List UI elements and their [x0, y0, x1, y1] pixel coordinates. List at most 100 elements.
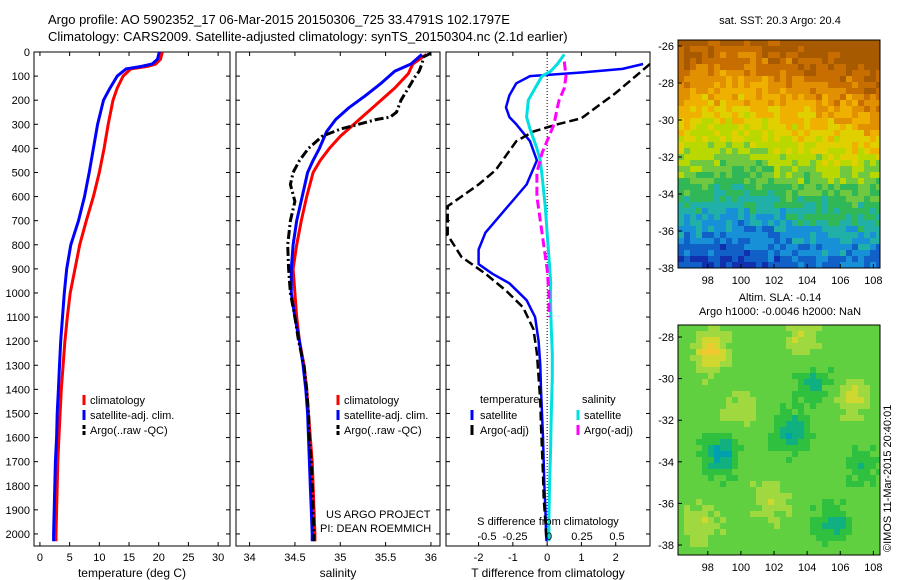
series-line-satellite-adj-clim-: [52, 52, 161, 542]
series-line-satellite-adj-clim-: [289, 53, 423, 542]
x-tick-label: 15: [123, 552, 135, 564]
depth-tick-label: 1500: [6, 408, 30, 420]
sst-lat-label: -34: [658, 189, 674, 201]
series-line-salinity-satellite: [525, 53, 566, 542]
salinity-tick-label: 0.5: [609, 531, 624, 543]
x-tick-label: 20: [153, 552, 165, 564]
salinity-legend-text: climatology: [344, 395, 400, 407]
depth-tick-label: 1200: [6, 336, 30, 348]
x-axis-label: T difference from climatology: [471, 566, 625, 580]
x-tick-label: 30: [212, 552, 224, 564]
panel-1-frame: [33, 51, 231, 547]
sst-lon-label: 98: [702, 275, 714, 287]
project-annotation: US ARGO PROJECT: [326, 509, 431, 521]
title-line-2: Climatology: CARS2009. Satellite-adjuste…: [48, 29, 568, 44]
depth-tick-label: 1000: [6, 288, 30, 300]
salinity-tick-label: 0: [546, 531, 552, 543]
x-tick-label: 1: [578, 552, 584, 564]
salinity-legend-text: satellite-adj. clim.: [344, 410, 428, 422]
sla-lat-label: -36: [658, 498, 674, 510]
diff-legend-text: satellite: [480, 410, 517, 422]
salinity-difference-label: S difference from climatology: [477, 516, 619, 528]
sla-map-title-1: Altim. SLA: -0.14: [739, 292, 822, 304]
x-tick-label: 25: [182, 552, 194, 564]
sla-lon-label: 104: [798, 562, 816, 574]
diff-legend-title: salinity: [582, 394, 616, 406]
x-tick-label: -2: [474, 552, 484, 564]
x-tick-label: 2: [613, 552, 619, 564]
sst-lon-label: 106: [831, 275, 849, 287]
sla-lat-label: -34: [658, 457, 674, 469]
x-tick-label: 35: [334, 552, 346, 564]
temperature-legend-text: Argo(..raw -QC): [90, 425, 168, 437]
depth-tick-label: 1600: [6, 433, 30, 445]
sst-lat-label: -28: [658, 78, 674, 90]
temperature-legend-text: climatology: [90, 395, 146, 407]
salinity-tick-label: -0.5: [478, 531, 497, 543]
depth-tick-label: 700: [12, 216, 30, 228]
depth-tick-label: 1400: [6, 384, 30, 396]
x-tick-label: 36: [425, 552, 437, 564]
series-line-climatology: [54, 52, 164, 542]
x-axis-label: salinity: [320, 566, 357, 580]
salinity-tick-label: -0.25: [502, 531, 527, 543]
sla-map: [678, 325, 880, 555]
sla-lat-label: -28: [658, 332, 674, 344]
sst-lat-label: -26: [658, 41, 674, 53]
sla-lon-label: 108: [864, 562, 882, 574]
x-tick-label: -1: [508, 552, 518, 564]
x-tick-label: 0: [37, 552, 43, 564]
sst-lat-label: -38: [658, 263, 674, 275]
sla-map-title-2: Argo h1000: -0.0046 h2000: NaN: [699, 306, 861, 318]
depth-tick-label: 1900: [6, 505, 30, 517]
sla-lon-label: 102: [765, 562, 783, 574]
panel-2-frame: [235, 51, 441, 547]
sst-map: [678, 40, 880, 268]
depth-tick-label: 2000: [6, 529, 30, 541]
depth-tick-label: 300: [12, 119, 30, 131]
x-tick-label: 34: [243, 552, 255, 564]
sst-map-title: sat. SST: 20.3 Argo: 20.4: [719, 15, 841, 27]
series-line-temperature-satellite: [477, 62, 644, 542]
depth-tick-label: 100: [12, 71, 30, 83]
credit-label: ©IMOS 11-Mar-2015 20:40:01: [882, 404, 894, 552]
pi-annotation: PI: DEAN ROEMMICH: [320, 523, 431, 535]
sla-lat-label: -30: [658, 374, 674, 386]
depth-tick-label: 1800: [6, 481, 30, 493]
sst-lon-label: 104: [798, 275, 816, 287]
x-tick-label: 35.5: [375, 552, 396, 564]
panel-3-frame: [445, 51, 651, 547]
depth-tick-label: 900: [12, 264, 30, 276]
sla-lat-label: -32: [658, 415, 674, 427]
sla-lon-label: 106: [831, 562, 849, 574]
sst-lon-label: 100: [732, 275, 750, 287]
depth-tick-label: 1100: [6, 312, 30, 324]
sla-lat-label: -38: [658, 540, 674, 552]
depth-tick-label: 500: [12, 167, 30, 179]
x-tick-label: 5: [67, 552, 73, 564]
depth-tick-label: 600: [12, 192, 30, 204]
sst-lon-label: 102: [765, 275, 783, 287]
depth-tick-label: 200: [12, 95, 30, 107]
x-tick-label: 0: [544, 552, 550, 564]
depth-tick-label: 1700: [6, 457, 30, 469]
sla-map-frame: [677, 324, 881, 556]
diff-legend-title: temperature: [480, 394, 539, 406]
diff-legend-text: Argo(-adj): [584, 425, 633, 437]
series-line-argo-raw-qc-: [286, 52, 432, 542]
series-line-salinity-argo-adj-: [535, 61, 568, 318]
sst-lat-label: -36: [658, 226, 674, 238]
sst-lat-label: -30: [658, 115, 674, 127]
series-line-temperature-argo-adj-: [446, 63, 650, 542]
salinity-tick-label: 0.25: [571, 531, 592, 543]
sst-lon-label: 108: [864, 275, 882, 287]
diff-legend-text: satellite: [584, 410, 621, 422]
depth-tick-label: 0: [24, 47, 30, 59]
x-tick-label: 10: [93, 552, 105, 564]
depth-tick-label: 400: [12, 143, 30, 155]
depth-tick-label: 1300: [6, 360, 30, 372]
title-line-1: Argo profile: AO 5902352_17 06-Mar-2015 …: [48, 12, 510, 27]
sst-lat-label: -32: [658, 152, 674, 164]
x-axis-label: temperature (deg C): [78, 566, 186, 580]
